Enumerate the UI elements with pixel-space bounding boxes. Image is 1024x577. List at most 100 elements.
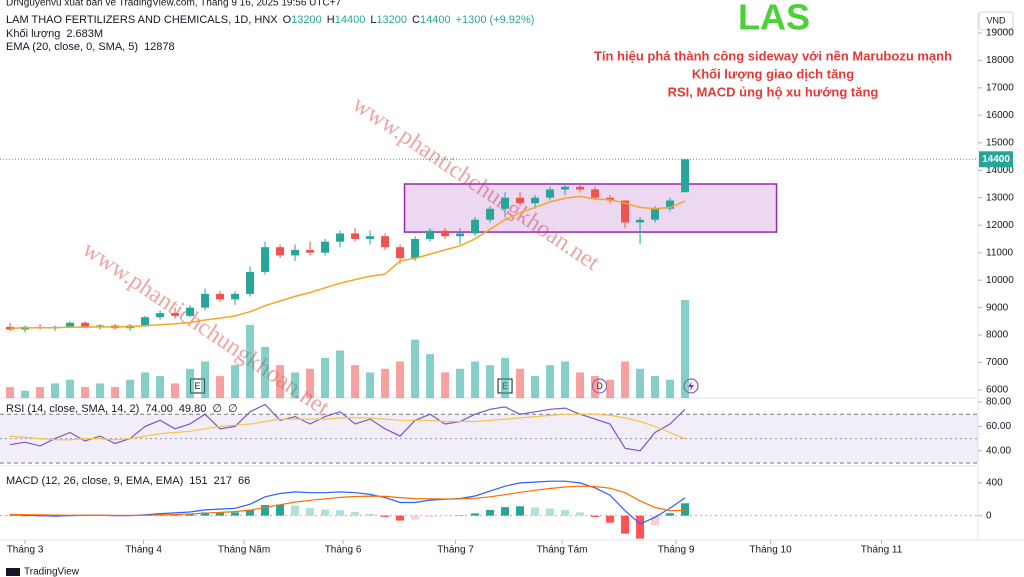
candle-body <box>66 322 75 327</box>
macd-histogram-bar <box>576 512 585 516</box>
candle-body <box>636 219 645 223</box>
candle-body <box>591 189 600 198</box>
currency-box[interactable] <box>978 11 1014 31</box>
volume-bar <box>66 379 75 398</box>
volume-bar <box>261 346 270 398</box>
header-part: 13200 <box>376 14 407 26</box>
volume-bar <box>546 365 555 398</box>
macd-histogram-bar <box>426 515 435 517</box>
header-part: LAM THAO FERTILIZERS AND CHEMICALS, 1D, … <box>6 14 278 26</box>
macd-histogram-bar <box>201 512 210 516</box>
volume-bar <box>336 350 345 398</box>
y-tick-label: 7000 <box>986 357 1009 368</box>
x-tick-label: Tháng Năm <box>218 545 270 556</box>
volume-bar <box>246 324 255 398</box>
volume-bar <box>231 365 240 398</box>
rsi-legend-value: ∅ <box>212 403 222 415</box>
macd-histogram-bar <box>411 515 420 520</box>
volume-bar <box>141 372 150 398</box>
volume-bar <box>681 300 690 398</box>
volume-bar <box>651 376 660 398</box>
volume-bar <box>456 368 465 398</box>
volume-bar <box>291 372 300 398</box>
volume-bar <box>216 376 225 398</box>
macd-histogram-bar <box>531 507 540 516</box>
candle-body <box>81 322 90 327</box>
macd-histogram-bar <box>366 513 375 516</box>
last-price-box <box>979 151 1013 168</box>
header-part: C <box>412 14 420 26</box>
header-part: +1300 (+9.92%) <box>456 14 535 26</box>
header: LAM THAO FERTILIZERS AND CHEMICALS, 1D, … <box>6 14 534 26</box>
x-tick-label: Tháng 7 <box>437 545 474 556</box>
volume-bar <box>21 390 30 398</box>
macd-histogram-bar <box>291 505 300 516</box>
macd-legend-value: 217 <box>214 475 232 487</box>
volume-bar <box>201 361 210 398</box>
volume-bar <box>36 387 45 398</box>
rsi-legend: RSI (14, close, SMA, 14, 2) <box>6 403 139 415</box>
macd-legend-value: 66 <box>238 475 250 487</box>
lightning-glyph <box>688 381 694 391</box>
range-box <box>403 183 778 233</box>
volume-legend: Khối lượng <box>6 28 60 40</box>
volume-bar <box>171 383 180 398</box>
x-tick-label: Tháng Tám <box>537 545 588 556</box>
volume-bar <box>81 387 90 398</box>
candle-body <box>531 197 540 204</box>
x-tick-label: Tháng 6 <box>325 545 362 556</box>
candle-body <box>471 219 480 234</box>
rsi-legend-value: ∅ <box>228 403 238 415</box>
macd-legend: MACD (12, 26, close, 9, EMA, EMA) <box>6 475 183 487</box>
candle-body <box>201 293 210 308</box>
header-part: 14400 <box>335 14 366 26</box>
macd-histogram-bar <box>516 506 525 516</box>
volume-bar <box>381 368 390 398</box>
y-tick-label: 17000 <box>986 82 1014 93</box>
macd-line <box>9 485 686 516</box>
candle-body <box>651 208 660 220</box>
volume-legend-value: 2.683M <box>66 28 103 40</box>
macd-histogram-bar <box>186 513 195 516</box>
currency: VND <box>986 15 1006 25</box>
candle-body <box>141 317 150 326</box>
x-tick-label: Tháng 4 <box>125 545 162 556</box>
volume-bar <box>561 361 570 398</box>
macd-legend-value: 151 <box>189 475 207 487</box>
annotation: RSI, MACD ủng hộ xu hướng tăng <box>668 84 879 99</box>
y-tick-label: 14000 <box>986 165 1014 176</box>
macd-histogram-bar <box>231 512 240 516</box>
event-label: D <box>596 381 603 391</box>
macd-histogram-bar <box>606 515 615 523</box>
rsi-line <box>9 413 686 441</box>
candle-body <box>516 197 525 204</box>
macd-histogram-bar <box>651 515 660 526</box>
symbol-label: LAS <box>738 0 810 38</box>
volume-bar <box>501 357 510 398</box>
macd-histogram-bar <box>21 515 30 517</box>
rsi-legend-value: 74.00 <box>145 403 173 415</box>
last-price-label: 14400 <box>982 154 1010 165</box>
event-label: E <box>195 381 201 391</box>
volume-bar <box>96 383 105 398</box>
candle-body <box>561 186 570 190</box>
y-tick-label: 10000 <box>986 275 1014 286</box>
candle-body <box>276 247 285 256</box>
y-tick-label: 40.00 <box>986 445 1011 456</box>
header-part: H <box>327 14 335 26</box>
macd-histogram-bar <box>381 515 390 517</box>
volume-bar <box>486 365 495 398</box>
candle-body <box>261 247 270 272</box>
macd-histogram-bar <box>621 515 630 534</box>
candle-body <box>291 249 300 256</box>
candle-body <box>486 208 495 220</box>
y-tick-label: 80.00 <box>986 397 1011 408</box>
macd-histogram-bar <box>321 509 330 516</box>
y-tick-label: 18000 <box>986 55 1014 66</box>
volume-bar <box>411 339 420 398</box>
candle-body <box>351 233 360 239</box>
candle-body <box>306 249 315 253</box>
volume-bar <box>516 368 525 398</box>
